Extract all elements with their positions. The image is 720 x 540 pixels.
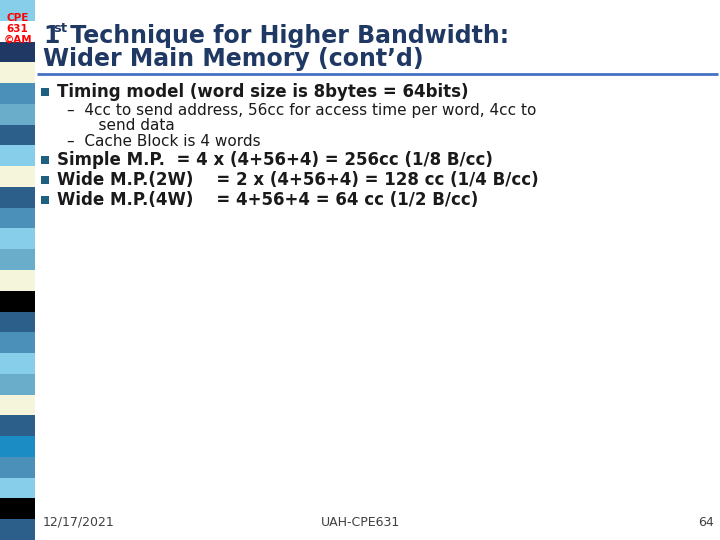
Text: Technique for Higher Bandwidth:: Technique for Higher Bandwidth: <box>62 24 509 48</box>
Bar <box>0 125 35 145</box>
Bar <box>0 166 35 187</box>
Bar <box>0 415 35 436</box>
Bar <box>0 145 35 166</box>
Bar <box>0 208 35 228</box>
Bar <box>41 196 49 204</box>
Bar <box>0 187 35 208</box>
Text: UAH-CPE631: UAH-CPE631 <box>320 516 400 529</box>
Bar <box>0 519 35 540</box>
Bar <box>0 374 35 395</box>
Text: send data: send data <box>79 118 175 132</box>
Bar <box>0 62 35 83</box>
Bar <box>0 270 35 291</box>
Bar <box>0 228 35 249</box>
Text: Wider Main Memory (cont’d): Wider Main Memory (cont’d) <box>43 47 423 71</box>
Bar <box>0 249 35 270</box>
Text: st: st <box>53 23 67 36</box>
Text: Wide M.P.(4W)    = 4+56+4 = 64 cc (1/2 B/cc): Wide M.P.(4W) = 4+56+4 = 64 cc (1/2 B/cc… <box>57 191 478 209</box>
Bar <box>0 83 35 104</box>
Bar <box>0 104 35 125</box>
Bar <box>41 176 49 184</box>
Bar <box>41 88 49 96</box>
Bar <box>0 332 35 353</box>
Text: –  Cache Block is 4 words: – Cache Block is 4 words <box>67 133 261 148</box>
Bar <box>0 457 35 478</box>
Text: 1: 1 <box>43 24 59 48</box>
Text: Wide M.P.(2W)    = 2 x (4+56+4) = 128 cc (1/4 B/cc): Wide M.P.(2W) = 2 x (4+56+4) = 128 cc (1… <box>57 171 539 189</box>
Text: 12/17/2021: 12/17/2021 <box>43 516 114 529</box>
Bar <box>0 395 35 415</box>
Bar <box>0 353 35 374</box>
Bar <box>0 21 35 42</box>
Text: –  4cc to send address, 56cc for access time per word, 4cc to: – 4cc to send address, 56cc for access t… <box>67 103 536 118</box>
Text: 64: 64 <box>698 516 714 529</box>
Bar <box>0 312 35 332</box>
Bar <box>0 478 35 498</box>
Bar <box>41 156 49 164</box>
Text: CPE: CPE <box>6 13 29 23</box>
Bar <box>0 42 35 62</box>
Bar <box>0 498 35 519</box>
Text: 631: 631 <box>6 24 28 34</box>
Bar <box>0 291 35 312</box>
Text: Simple M.P.  = 4 x (4+56+4) = 256cc (1/8 B/cc): Simple M.P. = 4 x (4+56+4) = 256cc (1/8 … <box>57 151 493 169</box>
Text: Timing model (word size is 8bytes = 64bits): Timing model (word size is 8bytes = 64bi… <box>57 83 469 101</box>
Text: ©AM: ©AM <box>3 35 32 45</box>
Bar <box>0 0 35 21</box>
Bar <box>0 436 35 457</box>
